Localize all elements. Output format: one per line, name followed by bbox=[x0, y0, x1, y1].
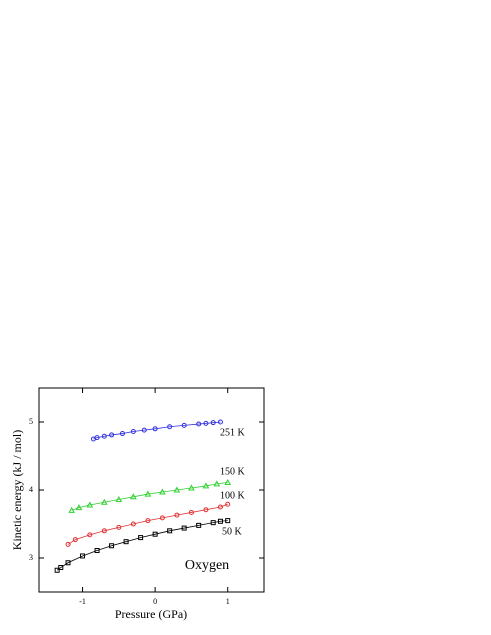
y-axis-label: Kinetic energy (kJ / mol) bbox=[10, 430, 24, 550]
point bbox=[152, 426, 158, 432]
point bbox=[188, 509, 194, 515]
x-tick-label: 0 bbox=[153, 597, 157, 606]
series-label: 50 K bbox=[222, 526, 243, 537]
point bbox=[159, 515, 165, 521]
point bbox=[202, 482, 210, 489]
point bbox=[203, 507, 209, 513]
point bbox=[130, 493, 137, 500]
point bbox=[217, 419, 223, 425]
point bbox=[130, 429, 136, 435]
point bbox=[65, 560, 71, 566]
y-tick-label: 3 bbox=[29, 553, 33, 562]
series-label: 251 K bbox=[220, 427, 246, 438]
point bbox=[174, 512, 180, 518]
point bbox=[68, 506, 76, 513]
point bbox=[152, 531, 158, 537]
point bbox=[159, 488, 166, 495]
series-label: 100 K bbox=[220, 490, 246, 501]
point bbox=[181, 422, 187, 428]
point bbox=[188, 484, 195, 491]
point bbox=[123, 539, 129, 545]
y-tick-label: 4 bbox=[29, 485, 33, 494]
point bbox=[213, 480, 221, 487]
point bbox=[115, 495, 123, 503]
point bbox=[138, 535, 144, 541]
annotation: Oxygen bbox=[185, 558, 229, 573]
point bbox=[130, 521, 136, 527]
point bbox=[217, 504, 223, 510]
point bbox=[167, 424, 173, 430]
point bbox=[196, 522, 202, 528]
point bbox=[196, 421, 202, 427]
x-axis-label: Pressure (GPa) bbox=[115, 607, 187, 621]
series-line bbox=[56, 520, 228, 571]
x-tick-label: 1 bbox=[226, 597, 230, 606]
point bbox=[58, 565, 64, 571]
point bbox=[145, 518, 151, 524]
point bbox=[75, 504, 83, 511]
point bbox=[210, 420, 216, 426]
point bbox=[119, 431, 125, 437]
point bbox=[224, 478, 232, 486]
point bbox=[100, 498, 108, 505]
point bbox=[203, 420, 209, 426]
point bbox=[80, 553, 86, 559]
point bbox=[181, 525, 187, 531]
series-line bbox=[67, 503, 228, 545]
point bbox=[101, 528, 107, 534]
series-label: 150 K bbox=[220, 466, 246, 477]
point bbox=[87, 532, 93, 538]
point bbox=[94, 548, 100, 554]
series-line bbox=[93, 421, 221, 440]
point bbox=[210, 520, 216, 526]
point bbox=[109, 543, 115, 549]
point bbox=[72, 537, 78, 543]
point bbox=[217, 518, 223, 524]
point bbox=[65, 541, 71, 547]
point bbox=[173, 486, 181, 493]
point bbox=[101, 433, 107, 439]
point bbox=[225, 501, 231, 507]
point bbox=[116, 524, 122, 530]
point bbox=[144, 490, 152, 497]
point bbox=[94, 435, 100, 441]
x-tick-label: -1 bbox=[79, 597, 86, 606]
point bbox=[167, 528, 173, 534]
point bbox=[109, 432, 115, 438]
series-line bbox=[71, 482, 228, 511]
point bbox=[225, 518, 231, 524]
point bbox=[54, 567, 60, 573]
point bbox=[86, 501, 94, 508]
point bbox=[141, 427, 147, 433]
y-tick-label: 5 bbox=[29, 417, 33, 426]
